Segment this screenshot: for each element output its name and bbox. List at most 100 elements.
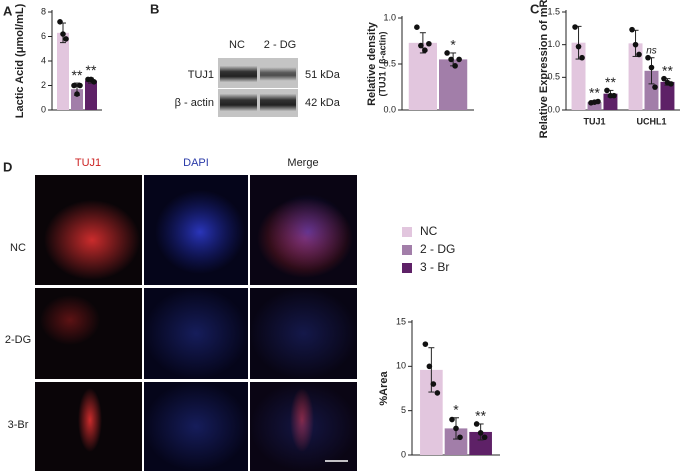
data-point	[434, 390, 441, 396]
legend-swatch	[402, 263, 412, 273]
bar	[628, 43, 643, 110]
image-signal	[144, 382, 248, 471]
blot-band	[220, 94, 257, 111]
data-point	[473, 421, 480, 427]
data-point	[77, 82, 83, 89]
y-tick-label: 0	[401, 449, 406, 459]
x-tick-label: UCHL1	[636, 116, 666, 126]
y-tick-label: 10	[396, 361, 406, 371]
lane-label: NC	[229, 39, 245, 51]
y-tick-label: 8	[41, 6, 46, 16]
data-point	[481, 434, 488, 441]
y-axis-label: (TUJ1 / β-actin)	[377, 31, 387, 96]
data-point	[645, 54, 651, 61]
image-signal	[250, 382, 357, 471]
x-tick-label: TUJ1	[583, 116, 605, 126]
panel-label: B	[150, 1, 159, 16]
data-point	[648, 64, 655, 71]
y-tick-label: 15	[396, 316, 406, 326]
image-signal	[40, 295, 100, 345]
significance-label: **	[72, 67, 83, 83]
significance-label: **	[475, 408, 486, 424]
y-tick-label: 1.5	[547, 6, 560, 16]
significance-label: ns	[646, 45, 657, 56]
data-point	[661, 75, 667, 82]
data-point	[452, 63, 458, 69]
lane-label: 2 - DG	[264, 39, 296, 51]
legend-label: NC	[420, 224, 438, 238]
bar	[587, 102, 602, 110]
data-point	[668, 81, 674, 87]
y-tick-label: 4	[41, 55, 46, 65]
y-axis-label: %Area	[378, 371, 390, 406]
y-tick-label: 5	[401, 405, 406, 415]
significance-label: **	[589, 85, 600, 101]
y-axis-label: Relative density	[366, 21, 378, 106]
data-point	[595, 98, 601, 105]
bar	[408, 42, 437, 111]
legend-swatch	[402, 227, 412, 237]
data-point	[74, 91, 80, 97]
channel-label: Merge	[287, 157, 318, 169]
bar	[644, 70, 659, 110]
image-signal	[144, 288, 248, 379]
data-point	[444, 50, 450, 56]
data-point	[422, 341, 429, 347]
bar	[85, 80, 97, 110]
data-point	[418, 42, 424, 49]
data-point	[414, 24, 420, 31]
bar	[71, 89, 83, 110]
band-name: β - actin	[175, 97, 214, 109]
data-point	[453, 425, 459, 432]
data-point	[632, 41, 639, 48]
y-tick-label: 0.0	[547, 104, 560, 114]
panel-label: D	[3, 159, 12, 174]
data-point	[604, 87, 610, 94]
row-label: 2-DG	[5, 334, 31, 346]
row-label: NC	[10, 242, 26, 254]
y-tick-label: 0.5	[547, 72, 560, 82]
data-point	[611, 92, 617, 99]
image-signal	[268, 194, 348, 270]
image-signal	[78, 388, 102, 452]
legend-swatch	[402, 245, 412, 255]
row-label: 3-Br	[8, 419, 29, 431]
panel-label: A	[3, 3, 13, 18]
data-point	[457, 434, 463, 441]
data-point	[430, 381, 437, 387]
significance-label: **	[86, 62, 97, 78]
blot-band	[260, 67, 296, 81]
data-point	[629, 26, 635, 33]
data-point	[426, 40, 432, 47]
data-point	[63, 36, 69, 42]
significance-label: *	[450, 37, 456, 53]
y-axis-label: Lactic Acid (μmol/mL)	[14, 3, 26, 118]
panel-label: C	[530, 1, 540, 16]
y-tick-label: 1.0	[383, 12, 396, 22]
image-signal	[155, 190, 245, 274]
bar	[439, 59, 468, 110]
y-tick-label: 0.5	[383, 58, 396, 68]
bar	[660, 81, 675, 110]
image-signal	[44, 200, 140, 280]
y-tick-label: 0.0	[383, 104, 396, 114]
significance-label: *	[453, 401, 459, 417]
data-point	[426, 363, 433, 370]
blot-band	[220, 66, 257, 82]
band-name: TUJ1	[188, 69, 214, 81]
data-point	[579, 54, 585, 61]
y-tick-label: 2	[41, 80, 46, 90]
image-signal	[250, 288, 357, 379]
data-point	[60, 31, 66, 37]
data-point	[456, 56, 462, 63]
bar	[57, 32, 69, 111]
legend-label: 3 - Br	[420, 260, 449, 274]
data-point	[91, 79, 97, 85]
microscopy: TUJ1 DAPI Merge NC 2-DG 3-Br	[5, 157, 357, 471]
significance-label: **	[605, 74, 616, 90]
band-size: 42 kDa	[305, 97, 341, 109]
y-axis-label: Relative Expression of mRNA	[538, 0, 550, 138]
significance-label: **	[662, 62, 673, 78]
data-point	[57, 19, 63, 25]
